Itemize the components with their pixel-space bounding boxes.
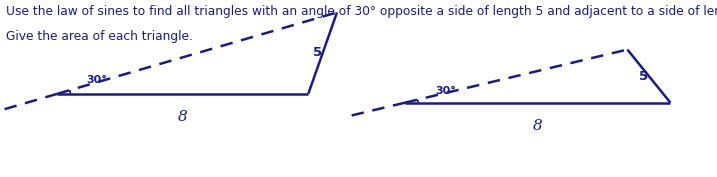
Text: 8: 8	[533, 119, 543, 133]
Text: 30°: 30°	[435, 85, 456, 96]
Text: 30°: 30°	[87, 75, 108, 85]
Text: 5: 5	[313, 46, 322, 59]
Text: 8: 8	[178, 110, 188, 124]
Text: Give the area of each triangle.: Give the area of each triangle.	[6, 30, 193, 43]
Text: Use the law of sines to find all triangles with an angle of 30° opposite a side : Use the law of sines to find all triangl…	[6, 5, 717, 18]
Text: 5: 5	[639, 70, 648, 83]
